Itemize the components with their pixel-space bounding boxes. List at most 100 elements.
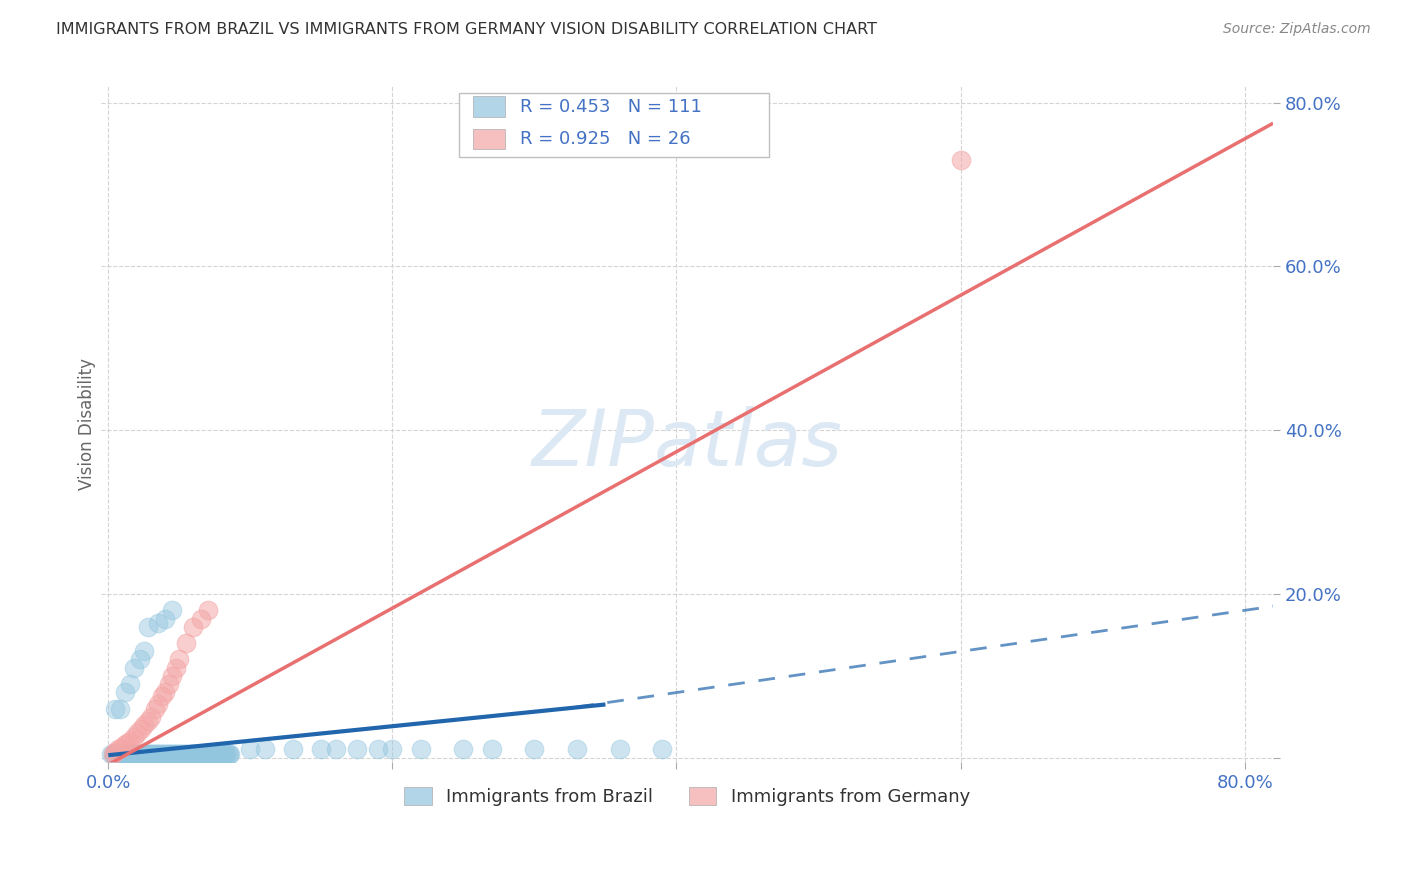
Point <box>128 747 150 761</box>
Point <box>194 747 217 761</box>
Point <box>160 603 183 617</box>
Bar <box>472 96 506 117</box>
Point <box>481 742 503 756</box>
Point <box>139 710 162 724</box>
Point <box>169 747 191 761</box>
Point <box>367 742 389 756</box>
Text: R = 0.453   N = 111: R = 0.453 N = 111 <box>520 97 702 116</box>
Point <box>172 747 194 761</box>
Point <box>115 736 138 750</box>
Point <box>136 747 159 761</box>
Point <box>180 747 202 761</box>
Point <box>190 747 212 761</box>
Text: ZIPatlas: ZIPatlas <box>531 407 842 483</box>
Point <box>183 747 205 761</box>
Point <box>253 742 276 756</box>
Point <box>218 747 240 761</box>
Point <box>191 747 214 761</box>
Point <box>190 611 212 625</box>
Y-axis label: Vision Disability: Vision Disability <box>79 358 96 490</box>
Point <box>211 747 233 761</box>
Point <box>108 747 131 761</box>
Point <box>209 747 232 761</box>
Point <box>208 747 231 761</box>
Point <box>523 742 546 756</box>
Point <box>107 747 129 761</box>
Point <box>325 742 347 756</box>
Legend: Immigrants from Brazil, Immigrants from Germany: Immigrants from Brazil, Immigrants from … <box>398 780 977 814</box>
Point <box>117 747 139 761</box>
Point <box>112 739 135 753</box>
Point <box>239 742 262 756</box>
Point <box>142 747 165 761</box>
Point <box>217 747 239 761</box>
Point <box>409 742 432 756</box>
Point <box>114 685 136 699</box>
Point <box>110 740 132 755</box>
Point <box>108 701 131 715</box>
Point <box>176 636 198 650</box>
Point <box>141 747 163 761</box>
Point <box>122 660 145 674</box>
Point <box>134 747 156 761</box>
Point <box>181 747 204 761</box>
Point <box>207 747 229 761</box>
Point <box>120 747 142 761</box>
Point <box>157 677 180 691</box>
Point <box>143 747 166 761</box>
Point <box>152 747 174 761</box>
Point <box>146 698 169 712</box>
Point <box>139 747 162 761</box>
Point <box>129 722 152 736</box>
Point <box>162 747 184 761</box>
Point <box>118 677 141 691</box>
Point <box>346 742 368 756</box>
Point <box>193 747 215 761</box>
Point <box>128 652 150 666</box>
Point <box>204 747 226 761</box>
Point <box>176 747 198 761</box>
Point <box>188 747 211 761</box>
Point <box>129 747 152 761</box>
Point <box>157 747 180 761</box>
Point <box>173 747 195 761</box>
Point <box>195 747 218 761</box>
Point <box>565 742 588 756</box>
Point <box>131 747 153 761</box>
Point <box>124 747 146 761</box>
Point <box>132 644 155 658</box>
Point <box>101 747 124 761</box>
Point <box>104 747 127 761</box>
Point <box>104 701 127 715</box>
Point <box>453 742 475 756</box>
Point <box>214 747 236 761</box>
Point <box>138 747 160 761</box>
Text: Source: ZipAtlas.com: Source: ZipAtlas.com <box>1223 22 1371 37</box>
Point <box>135 747 157 761</box>
Text: R = 0.925   N = 26: R = 0.925 N = 26 <box>520 130 690 148</box>
Text: IMMIGRANTS FROM BRAZIL VS IMMIGRANTS FROM GERMANY VISION DISABILITY CORRELATION : IMMIGRANTS FROM BRAZIL VS IMMIGRANTS FRO… <box>56 22 877 37</box>
Point <box>197 747 219 761</box>
Point <box>165 660 187 674</box>
Point <box>125 747 148 761</box>
Point <box>160 669 183 683</box>
Point <box>177 747 200 761</box>
Point <box>381 742 404 756</box>
Point <box>112 747 135 761</box>
Point <box>118 747 141 761</box>
Point <box>153 611 176 625</box>
Point <box>100 747 122 761</box>
Point <box>118 734 141 748</box>
Point <box>281 742 304 756</box>
Point <box>115 747 138 761</box>
Point <box>122 747 145 761</box>
Point <box>170 747 193 761</box>
Point <box>114 747 136 761</box>
Point <box>183 620 205 634</box>
Point <box>136 714 159 728</box>
Point <box>149 747 172 761</box>
Point <box>156 747 179 761</box>
Point <box>122 730 145 744</box>
Point <box>198 747 221 761</box>
Point <box>150 690 173 704</box>
